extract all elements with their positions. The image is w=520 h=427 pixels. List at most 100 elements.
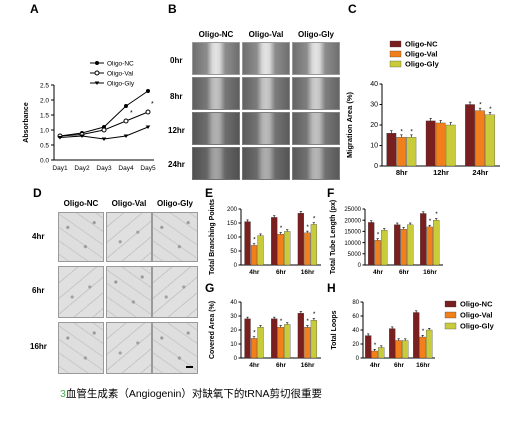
- micrograph-b-val-8hr: [242, 77, 290, 110]
- chart-c-migration-area: 0 10 20 30 40 8hr 12hr 24hr * * * * Migration Area (…: [345, 40, 500, 177]
- chart-a-significance-star: *: [130, 110, 133, 117]
- chart-a-y-label: Absorbance: [23, 102, 30, 143]
- chart-h-y-tick-label: 20: [352, 342, 359, 348]
- chart-g-bar: [244, 318, 251, 359]
- chart-a-legend-label: Oligo-Gly: [107, 81, 135, 88]
- chart-a-y-tick-label: 2.5: [40, 83, 49, 90]
- chart-a-x-tick-label: Day2: [74, 165, 90, 172]
- micrograph-b-nc-8hr: [192, 77, 240, 110]
- chart-a-y-tick-label: 1.5: [40, 113, 49, 120]
- chart-a-point: [124, 104, 128, 108]
- panel-b-wound-healing: Oligo-NC Oligo-Val Oligo-Gly 0hr 8hr 12h…: [160, 18, 340, 180]
- chart-a-absorbance: 0.0 0.5 1.0 1.5 2.0 2.5 Day1 Day2 Day3 Day4 Day5 Ab…: [23, 61, 156, 173]
- chart-f-bar: [381, 230, 388, 266]
- chart-h-bar: [378, 347, 385, 359]
- chart-c-bar: [386, 133, 397, 167]
- chart-h-bar: [365, 335, 372, 359]
- chart-h-bar: [395, 340, 402, 359]
- panel-b-row-24hr: 24hr: [168, 160, 185, 169]
- chart-g-y-tick-label: 20: [230, 328, 237, 334]
- chart-a-y-tick-label: 1.0: [40, 128, 49, 135]
- chart-h-y-tick-label: 80: [352, 300, 359, 306]
- chart-h-y-label: Total Loops: [331, 310, 338, 349]
- chart-e-bar: [297, 213, 304, 266]
- chart-g-covered-area: 0 10 20 30 40 4hr 6hr 16hr * * * * Covered Area (%): [209, 300, 321, 369]
- chart-f-bar: [407, 224, 414, 266]
- chart-a-point: [101, 137, 107, 141]
- chart-h-bar: [419, 336, 426, 359]
- chart-c-bar: [396, 137, 407, 167]
- chart-f-y-tick-label: 20000: [344, 218, 361, 224]
- chart-e-y-tick-label: 200: [227, 207, 238, 213]
- chart-e-bar: [310, 224, 317, 266]
- chart-h-x-tick-label: 4hr: [370, 362, 381, 369]
- panel-b-row-0hr: 0hr: [170, 56, 183, 65]
- chart-a-y-tick-label: 0.5: [40, 143, 49, 150]
- chart-g-x-tick-label: 6hr: [276, 362, 287, 369]
- chart-f-bar: [433, 220, 440, 266]
- chart-f-bar: [420, 213, 427, 266]
- chart-e-bar: [284, 231, 291, 266]
- panel-d-col-nc: Oligo-NC: [63, 199, 99, 208]
- micrograph-d-val-6hr: [106, 266, 152, 318]
- micrograph-b-nc-0hr: [192, 42, 240, 75]
- chart-g-y-tick-label: 30: [230, 314, 237, 320]
- chart-c-significance-star: *: [410, 128, 413, 135]
- chart-f-bar: [426, 226, 433, 266]
- chart-e-bar: [304, 232, 311, 266]
- chart-c-x-tick-label: 12hr: [433, 168, 449, 177]
- chart-e-significance-star: *: [313, 215, 316, 222]
- panel-label-f: F: [327, 186, 335, 200]
- chart-c-y-tick-label: 30: [370, 102, 378, 109]
- chart-f-x-tick-label: 4hr: [373, 269, 384, 276]
- chart-c-bar: [475, 110, 485, 167]
- chart-c-legend-label: Oligo-Val: [405, 50, 438, 59]
- chart-f-y-label: Total Tube Length (px): [330, 200, 337, 274]
- chart-h-x-tick-label: 6hr: [394, 362, 405, 369]
- chart-a-point: [79, 134, 85, 138]
- chart-c-legend-swatch: [389, 60, 402, 68]
- chart-g-significance-star: *: [253, 329, 256, 336]
- chart-e-y-tick-label: 100: [227, 235, 238, 241]
- micrograph-d-nc-6hr: [58, 266, 104, 318]
- chart-e-x-tick-label: 6hr: [276, 269, 287, 276]
- micrograph-b-gly-8hr: [292, 77, 340, 110]
- micrograph-b-nc-24hr: [192, 147, 240, 180]
- chart-e-y-tick-label: 0: [234, 263, 238, 269]
- chart-h-bar: [426, 329, 433, 359]
- chart-e-bar: [244, 221, 251, 266]
- chart-h-legend-label: Oligo-NC: [460, 300, 493, 309]
- chart-g-significance-star: *: [306, 318, 309, 325]
- chart-g-x-tick-label: 16hr: [301, 362, 315, 369]
- panel-label-c: C: [348, 2, 357, 16]
- panel-d-col-gly: Oligo-Gly: [157, 199, 193, 208]
- micrograph-b-val-24hr: [242, 147, 290, 180]
- chart-g-bar: [284, 324, 291, 359]
- chart-f-y-tick-label: 10000: [344, 241, 361, 247]
- chart-h-bar: [389, 328, 396, 359]
- chart-h-total-loops: 0 20 40 60 80 4hr 6hr 16hr * * Total Loops Oligo-NC…: [331, 300, 495, 370]
- chart-f-bar: [368, 222, 375, 266]
- micrograph-b-gly-0hr: [292, 42, 340, 75]
- chart-g-significance-star: *: [313, 311, 316, 318]
- chart-a-point: [145, 125, 151, 129]
- panel-d-col-val: Oligo-Val: [111, 199, 147, 208]
- chart-e-significance-star: *: [306, 224, 309, 231]
- chart-h-y-tick-label: 60: [352, 314, 359, 320]
- panel-label-d: D: [33, 186, 42, 200]
- chart-f-y-tick-label: 5000: [348, 252, 362, 258]
- chart-e-bar: [277, 234, 284, 266]
- panel-label-g: G: [205, 281, 215, 295]
- chart-e-significance-star: *: [280, 225, 283, 232]
- chart-h-legend-label: Oligo-Val: [460, 311, 493, 320]
- chart-g-y-tick-label: 40: [230, 300, 237, 306]
- chart-c-y-label: Migration Area (%): [345, 92, 354, 158]
- chart-f-bar: [400, 229, 407, 266]
- chart-g-bar: [297, 313, 304, 359]
- chart-e-bar: [257, 235, 264, 266]
- chart-c-legend-label: Oligo-Gly: [405, 60, 440, 69]
- chart-f-bar: [374, 240, 381, 266]
- panel-label-a: A: [30, 2, 39, 16]
- chart-g-bar: [277, 327, 284, 359]
- panel-label-h: H: [327, 281, 336, 295]
